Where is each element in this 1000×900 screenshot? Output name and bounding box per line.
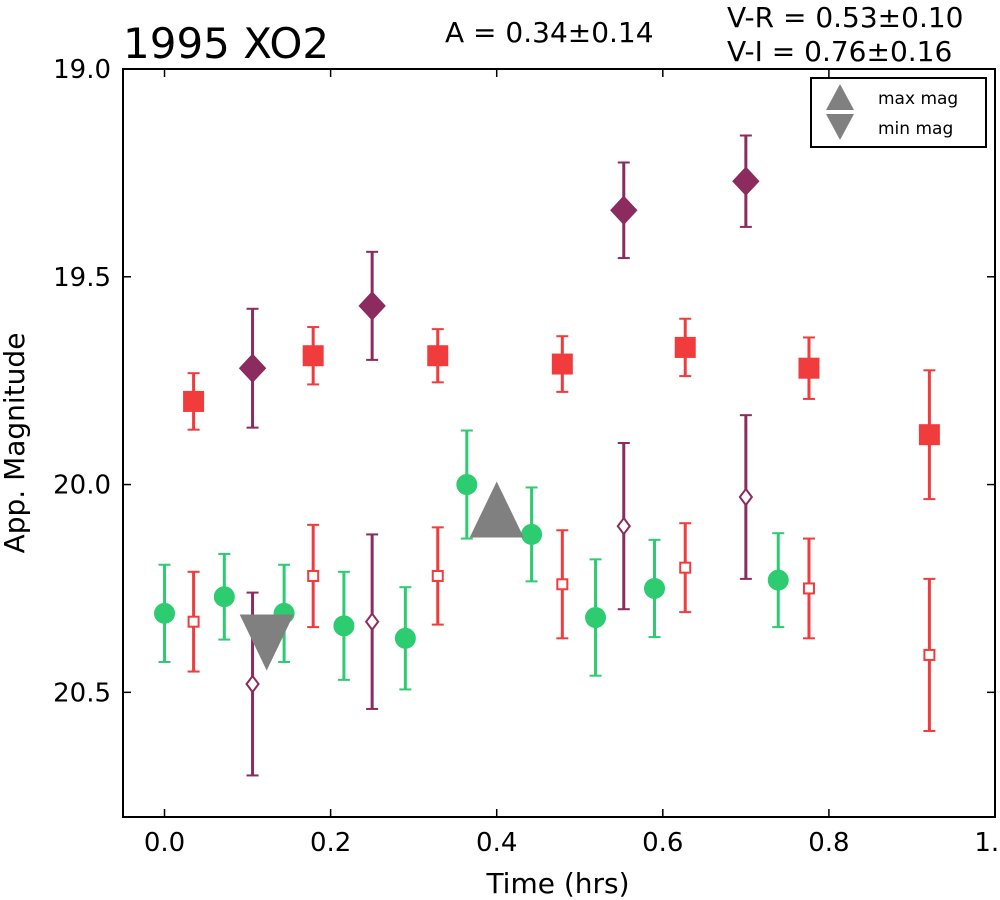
data-point-diamond	[364, 612, 380, 632]
amplitude-annotation: A = 0.34±0.14	[445, 16, 654, 49]
data-point-square	[187, 615, 200, 628]
plot-frame	[122, 68, 996, 818]
data-point-square	[556, 578, 569, 591]
data-point-circle	[394, 627, 416, 649]
axis-ticks: 0.0 0.2 0.4 0.6 0.8 1.0 19.0 19.5 20.0 20.5	[53, 55, 1000, 858]
data-point-diamond	[245, 674, 260, 694]
data-point-square	[551, 353, 573, 375]
data-point-diamond	[238, 353, 267, 383]
data-point-circle	[213, 586, 235, 608]
data-point-diamond	[738, 487, 754, 507]
data-point-square	[674, 336, 696, 358]
y-tick-label: 20.0	[53, 471, 111, 501]
chart-title: 1995 XO2	[123, 19, 329, 68]
data-point-diamond	[358, 291, 386, 321]
y-tick-label: 19.0	[53, 55, 111, 85]
data-point-square	[798, 357, 820, 379]
y-tick-label: 20.5	[53, 678, 111, 708]
data-point-square	[679, 561, 692, 574]
x-tick-label: 0.0	[144, 828, 185, 858]
data-point-circle	[521, 523, 543, 545]
data-point-circle	[456, 474, 478, 496]
min-mag-marker	[239, 614, 294, 671]
data-point-circle	[154, 602, 176, 624]
data-point-circle	[585, 607, 607, 629]
data-point-square	[307, 569, 320, 582]
data-point-square	[802, 582, 815, 595]
data-point-square	[183, 390, 205, 412]
data-point-circle	[644, 577, 666, 599]
data-point-square	[923, 648, 936, 661]
v-i-annotation: V-I = 0.76±0.16	[727, 35, 952, 68]
max-mag-marker	[469, 481, 524, 538]
data-point-diamond	[616, 516, 632, 536]
x-tick-label: 1.0	[974, 828, 1000, 858]
data-point-diamond	[610, 195, 638, 226]
data-point-square	[427, 345, 449, 367]
data-point-square	[431, 569, 444, 582]
x-tick-label: 0.8	[808, 828, 849, 858]
data-point-circle	[767, 569, 789, 591]
x-axis-label: Time (hrs)	[485, 867, 629, 900]
y-tick-label: 19.5	[53, 263, 111, 293]
data-point-diamond	[732, 166, 760, 196]
v-r-annotation: V-R = 0.53±0.10	[727, 1, 963, 34]
legend-min-mag-marker	[826, 114, 854, 140]
y-axis-label: App. Magnitude	[0, 333, 31, 554]
legend-max-mag-label: max mag	[878, 89, 958, 109]
data-point-square	[302, 345, 324, 367]
x-tick-label: 0.2	[310, 828, 351, 858]
data-point-circle	[333, 615, 355, 637]
legend-min-mag-label: min mag	[878, 119, 953, 139]
x-tick-label: 0.4	[476, 828, 517, 858]
plot-layer	[154, 134, 940, 777]
legend-max-mag-marker	[826, 84, 854, 110]
legend: max mag min mag	[810, 77, 987, 148]
data-point-square	[918, 424, 940, 446]
x-tick-label: 0.6	[642, 828, 683, 858]
